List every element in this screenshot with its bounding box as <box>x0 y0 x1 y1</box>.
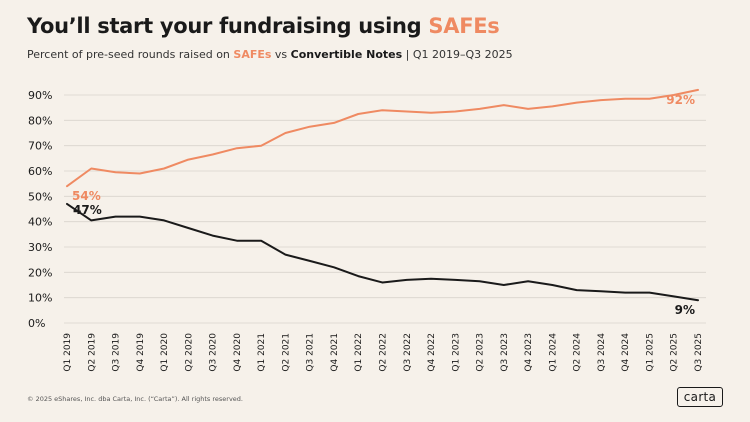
y-tick-label: 10% <box>28 292 52 305</box>
x-tick-label: Q3 2019 <box>112 333 122 372</box>
carta-logo: carta <box>677 387 723 407</box>
subtitle-vs: vs <box>271 48 291 61</box>
x-tick-label: Q1 2019 <box>63 333 73 372</box>
y-tick-label: 0% <box>28 317 45 330</box>
y-tick-label: 90% <box>28 89 52 102</box>
x-tick-label: Q2 2022 <box>379 333 389 372</box>
data-label: 54% <box>72 189 101 203</box>
x-tick-label: Q2 2020 <box>184 333 194 372</box>
y-tick-label: 20% <box>28 266 52 279</box>
y-tick-label: 50% <box>28 190 52 203</box>
chart-subtitle: Percent of pre-seed rounds raised on SAF… <box>27 48 513 61</box>
x-tick-label: Q2 2023 <box>476 333 486 372</box>
x-tick-label: Q1 2020 <box>160 333 170 372</box>
x-tick-label: Q3 2024 <box>597 333 607 372</box>
series-line-safes <box>66 88 699 188</box>
y-tick-label: 60% <box>28 165 52 178</box>
x-tick-label: Q4 2020 <box>233 333 243 372</box>
data-label: 92% <box>666 93 695 107</box>
title-prefix: You’ll start your fundraising using <box>27 14 429 38</box>
x-tick-label: Q4 2019 <box>136 333 146 372</box>
x-tick-label: Q4 2022 <box>427 333 437 372</box>
x-tick-label: Q1 2025 <box>645 333 655 372</box>
subtitle-suffix: | Q1 2019–Q3 2025 <box>402 48 513 61</box>
x-tick-label: Q1 2023 <box>451 333 461 372</box>
x-tick-label: Q4 2021 <box>330 333 340 372</box>
x-tick-label: Q4 2023 <box>524 333 534 372</box>
x-tick-label: Q3 2022 <box>403 333 413 372</box>
x-tick-label: Q1 2024 <box>548 333 558 372</box>
y-tick-label: 70% <box>28 140 52 153</box>
x-tick-label: Q3 2020 <box>209 333 219 372</box>
x-tick-label: Q4 2024 <box>621 333 631 372</box>
subtitle-convertible-notes: Convertible Notes <box>290 48 403 61</box>
copyright-footer: © 2025 eShares, Inc. dba Carta, Inc. (“C… <box>27 395 244 403</box>
data-label: 9% <box>675 303 695 317</box>
x-tick-label: Q3 2025 <box>694 333 704 372</box>
x-tick-label: Q2 2019 <box>87 333 97 372</box>
series-line-convertible-notes <box>66 202 699 302</box>
subtitle-prefix: Percent of pre-seed rounds raised on <box>27 48 234 61</box>
data-label: 47% <box>73 203 102 217</box>
x-tick-label: Q2 2025 <box>670 333 680 372</box>
x-tick-label: Q3 2021 <box>306 333 316 372</box>
x-tick-label: Q2 2021 <box>281 333 291 372</box>
x-tick-label: Q3 2023 <box>500 333 510 372</box>
y-tick-label: 30% <box>28 241 52 254</box>
y-tick-label: 40% <box>28 216 52 229</box>
chart-title: You’ll start your fundraising using SAFE… <box>27 14 500 38</box>
x-tick-label: Q1 2022 <box>354 333 364 372</box>
y-tick-label: 80% <box>28 114 52 127</box>
title-highlight: SAFEs <box>428 14 500 38</box>
x-tick-label: Q2 2024 <box>573 333 583 372</box>
subtitle-safes: SAFEs <box>233 48 272 61</box>
x-tick-label: Q1 2021 <box>257 333 267 372</box>
